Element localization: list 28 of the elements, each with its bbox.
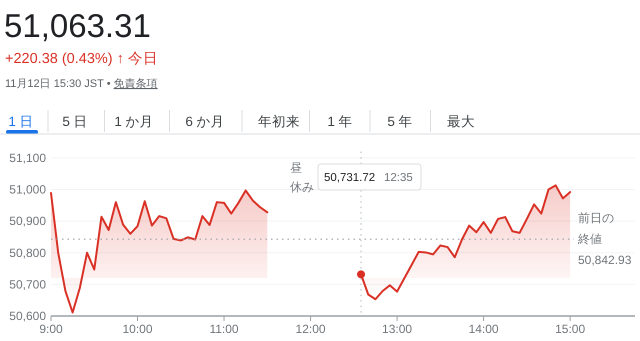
annotation: 50,731.72 12:35 — [324, 172, 413, 184]
text: 1 年 — [327, 114, 353, 129]
text: 5 日 — [62, 114, 88, 129]
y-tick-label: 51,100 — [9, 150, 46, 165]
y-tick-label: 51,000 — [9, 182, 46, 197]
x-tick-label: 13:00 — [382, 322, 412, 336]
x-tick-label: 14:00 — [468, 322, 499, 336]
text: 5 年 — [387, 114, 413, 129]
text: 6 か月 — [185, 114, 225, 129]
chart-title: 51,063.31 — [4, 7, 151, 44]
x-tick-label: 10:00 — [122, 322, 153, 336]
ref-line-label: 前日の終値 — [577, 211, 614, 246]
y-tick-label: 50,700 — [9, 277, 46, 292]
y-tick-label: 50,900 — [9, 214, 46, 228]
text: 最大 — [447, 114, 475, 129]
x-tick-label: 11:00 — [209, 322, 239, 336]
text: 1 か月 — [114, 114, 154, 129]
x-tick-label: 9:00 — [39, 322, 63, 336]
annotation: 昼休み — [290, 161, 314, 194]
x-tick-label: 15:00 — [555, 322, 586, 336]
x-tick-label: 12:00 — [296, 322, 326, 336]
y-tick-label: 50,600 — [9, 309, 46, 323]
chart-subtitle: +220.38 (0.43%) ↑ 今日 — [5, 50, 158, 67]
y-tick-label: 50,800 — [9, 246, 46, 260]
text: 1 日 — [8, 114, 34, 129]
annotation: 50,842.93 — [578, 253, 632, 268]
text: 11月12日 15:30 JST • 免責条項 — [5, 77, 158, 90]
text: 年初来 — [258, 114, 300, 129]
